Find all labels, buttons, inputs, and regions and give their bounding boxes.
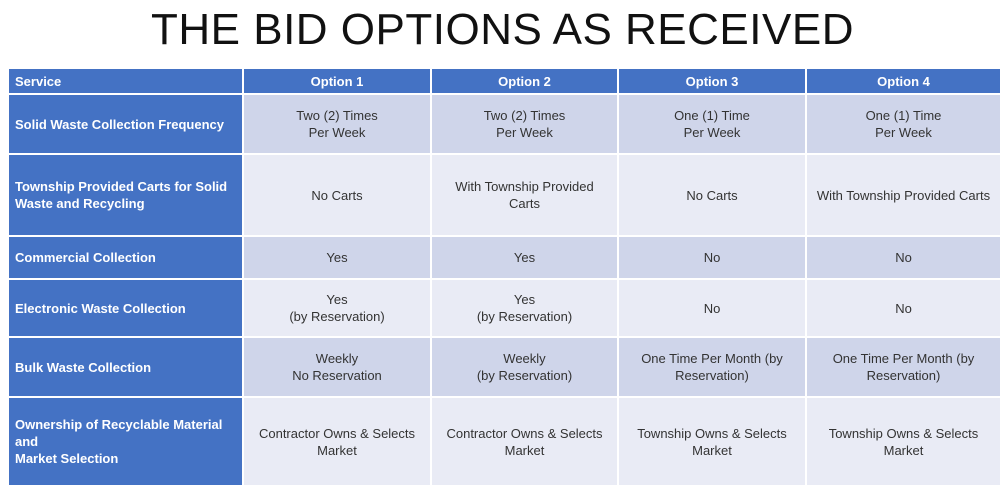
header-cell: Option 2 [430,67,619,95]
cell-line: Electronic Waste Collection [15,300,186,316]
cell-line: No Reservation [292,368,382,383]
cell-line: Market [692,442,732,458]
cell-line: One Time Per Month (by [641,351,783,366]
cell-line: Per Week [308,125,366,140]
cell: Two (2) Times Per Week [242,93,432,155]
row-label: Township Provided Carts for Solid Waste a… [7,153,244,237]
cell-line: No [895,250,912,265]
row-label: Solid Waste Collection Frequency [7,93,244,155]
cell-line: Bulk Waste Collection [15,359,152,375]
cell: No [617,278,807,338]
cell-line: No [895,300,912,316]
cell: Township Owns & Selects Market [617,396,807,487]
cell: Yes (by Reservation) [430,278,619,338]
cell: No [805,278,1002,338]
cell-line: Commercial Collection [15,250,156,265]
cell-line: One (1) Time [674,108,750,123]
cell-line: Yes [326,292,348,307]
row-label: Ownership of Recyclable Material and Mark… [7,396,244,487]
cell: No [805,235,1002,280]
cell-line: Yes [326,250,348,265]
cell-line: Per Week [683,125,741,140]
cell-line: One (1) Time [865,108,942,123]
cell-line: Reservation) [675,368,749,383]
cell-line: (by Reservation) [476,368,573,383]
row-label: Bulk Waste Collection [7,336,244,398]
cell: Yes [430,235,619,280]
header-cell: Option 1 [242,67,432,95]
cell: Township Owns & Selects Market [805,396,1002,487]
cell-line: Two (2) Times [483,108,566,123]
cell-line: No Carts [686,187,738,203]
cell: Contractor Owns & Selects Market [242,396,432,487]
cell-line: Waste and Recycling [15,196,145,211]
cell-line: Contractor Owns & Selects [258,425,416,441]
cell: Two (2) Times Per Week [430,93,619,155]
cell: Weekly (by Reservation) [430,336,619,398]
cell: With Township Provided Carts [805,153,1002,237]
table-row: Solid Waste Collection Frequency Two (2) … [7,93,1002,155]
cell: One (1) Time Per Week [617,93,807,155]
cell: Contractor Owns & Selects Market [430,396,619,487]
cell: No [617,235,807,280]
cell-line: Two (2) Times [296,108,378,123]
row-label: Electronic Waste Collection [7,278,244,338]
slide-title: THE BID OPTIONS AS RECEIVED [151,5,854,54]
cell-line: Solid Waste Collection Frequency [15,116,224,132]
cell-line: With Township Provided Carts [816,187,991,203]
cell-line: Yes [513,250,536,265]
cell-line: Township Owns & Selects [828,425,979,441]
row-label: Commercial Collection [7,235,244,280]
cell-line: Ownership of Recyclable Material and [15,417,223,449]
header-cell: Option 3 [617,67,807,95]
cell: No Carts [617,153,807,237]
cell-line: Weekly [315,351,359,366]
cell-line: (by Reservation) [289,309,385,324]
header-cell: Service [7,67,244,95]
cell-line: Weekly [503,351,546,366]
bid-table: Service Option 1 Option 2 Option 3 Option 4 … [7,67,1002,487]
cell: Yes [242,235,432,280]
table-row: Township Provided Carts for Solid Waste a… [7,153,1002,237]
cell-line: Contractor Owns & Selects [446,425,603,441]
cell: Weekly No Reservation [242,336,432,398]
table-row: Electronic Waste Collection Yes (by Reserv… [7,278,1002,338]
cell-line: One Time Per Month (by [832,351,975,366]
cell: One (1) Time Per Week [805,93,1002,155]
cell-line: Yes [513,292,536,307]
cell-line: Township Owns & Selects [637,425,787,441]
cell: One Time Per Month (by Reservation) [617,336,807,398]
cell: No Carts [242,153,432,237]
cell-line: Per Week [496,125,553,140]
table-row: Bulk Waste Collection Weekly No Reservatio… [7,336,1002,398]
cell: One Time Per Month (by Reservation) [805,336,1002,398]
cell-line: Per Week [875,125,932,140]
header-cell: Option 4 [805,67,1002,95]
cell-line: Reservation) [866,368,941,383]
cell-line: No [703,300,721,316]
cell-line: Market [317,442,357,458]
cell-line: Township Provided Carts for Solid [15,179,228,194]
cell-line: No [703,250,721,265]
cell-line: With Township Provided Carts [455,179,594,211]
cell: Yes (by Reservation) [242,278,432,338]
cell-line: Market [883,442,924,458]
cell-line: (by Reservation) [476,309,573,324]
cell: With Township Provided Carts [430,153,619,237]
cell-line: Market [504,442,545,458]
header-row: Service Option 1 Option 2 Option 3 Option 4 [7,67,1002,95]
cell-line: No Carts [311,187,363,203]
cell-line: Market Selection [15,451,119,466]
table-row: Ownership of Recyclable Material and Mark… [7,396,1002,487]
table-row: Commercial Collection Yes Yes No No [7,235,1002,280]
